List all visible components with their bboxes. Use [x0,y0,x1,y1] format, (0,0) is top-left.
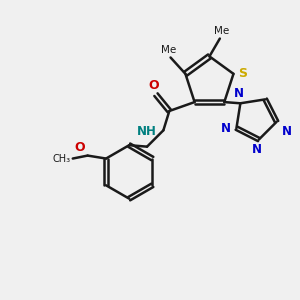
Text: N: N [221,122,231,135]
Text: CH₃: CH₃ [52,154,70,164]
Text: Me: Me [214,26,229,36]
Text: NH: NH [137,125,157,138]
Text: N: N [252,143,262,156]
Text: O: O [75,141,85,154]
Text: N: N [282,125,292,138]
Text: N: N [234,87,244,100]
Text: S: S [238,67,247,80]
Text: Me: Me [161,45,177,55]
Text: O: O [148,79,159,92]
